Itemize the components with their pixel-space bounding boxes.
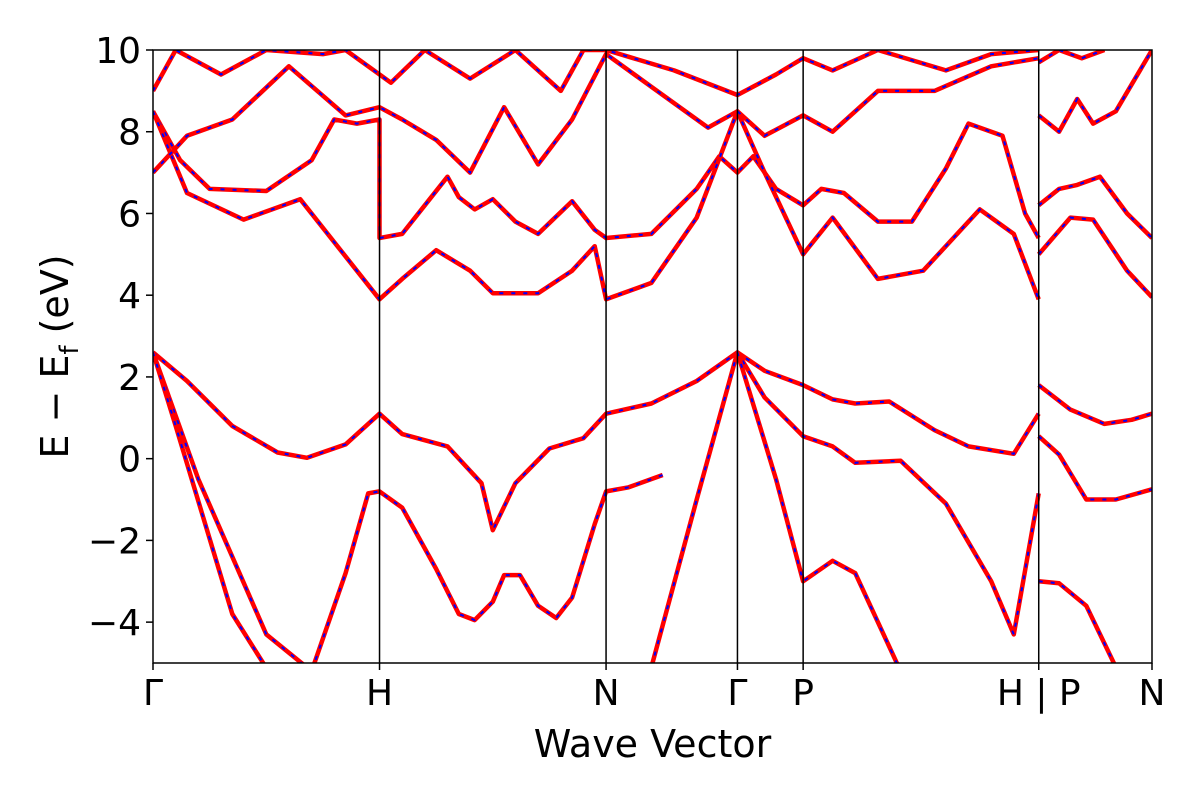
y-tick-label: 2 xyxy=(118,358,141,399)
band-line-overlay-1 xyxy=(153,352,304,663)
band-lines xyxy=(153,50,1152,663)
x-tick-label: P xyxy=(792,673,814,714)
band-line-overlay-10 xyxy=(1038,384,1152,425)
band-line-overlay-3 xyxy=(313,474,664,663)
y-tick-label: −4 xyxy=(88,603,141,644)
y-axis-label-main: E − E xyxy=(33,355,77,459)
band-line-overlay-11 xyxy=(1038,435,1152,501)
band-line-14 xyxy=(1036,215,1152,299)
band-line-0 xyxy=(153,350,1041,533)
x-tick-label: N xyxy=(593,673,620,714)
y-tick-label: 4 xyxy=(118,276,141,317)
high-symmetry-lines xyxy=(378,50,1040,663)
y-tick-label: 6 xyxy=(118,194,141,235)
band-line-16 xyxy=(1037,50,1106,65)
x-tick-label: N xyxy=(1139,673,1166,714)
band-line-15 xyxy=(1037,50,1152,134)
band-line-overlay-2 xyxy=(153,352,265,663)
band-line-overlay-5 xyxy=(736,352,898,663)
x-tick-label: Γ xyxy=(143,673,163,714)
band-line-overlay-13 xyxy=(1038,175,1152,239)
band-line-1 xyxy=(153,351,306,663)
x-tick-label: H xyxy=(366,673,393,714)
x-tick-label: Γ xyxy=(727,673,747,714)
y-tick-label: 8 xyxy=(118,113,141,154)
band-line-6 xyxy=(153,110,1041,241)
band-line-overlay-0 xyxy=(153,351,1040,534)
y-tick-label: 0 xyxy=(118,440,141,481)
y-axis-label: E − Ef (eV) xyxy=(33,254,85,458)
band-line-13 xyxy=(1037,174,1152,240)
band-line-overlay-9 xyxy=(153,50,1039,97)
band-line-overlay-4 xyxy=(651,349,1040,663)
x-tick-label: H | P xyxy=(997,673,1081,714)
y-tick-label: 10 xyxy=(95,31,141,72)
x-axis: Γ H N Γ P H | P N xyxy=(143,663,1166,714)
band-line-overlay-14 xyxy=(1037,216,1152,298)
y-tick-label: −2 xyxy=(88,521,141,562)
band-line-11 xyxy=(1037,434,1152,502)
band-line-overlay-15 xyxy=(1038,50,1152,134)
y-axis-label-unit: (eV) xyxy=(33,254,77,345)
y-axis: −4 −2 0 2 4 6 8 10 xyxy=(88,31,153,644)
plot-frame xyxy=(152,49,1153,664)
band-line-12 xyxy=(1038,579,1117,663)
y-axis-label-subscript: f xyxy=(55,345,85,355)
band-line-overlay-8 xyxy=(153,52,1039,175)
x-axis-label: Wave Vector xyxy=(534,722,772,766)
band-line-overlay-6 xyxy=(153,110,1040,240)
band-line-overlay-12 xyxy=(1038,580,1115,663)
band-line-overlay-7 xyxy=(153,108,1040,301)
